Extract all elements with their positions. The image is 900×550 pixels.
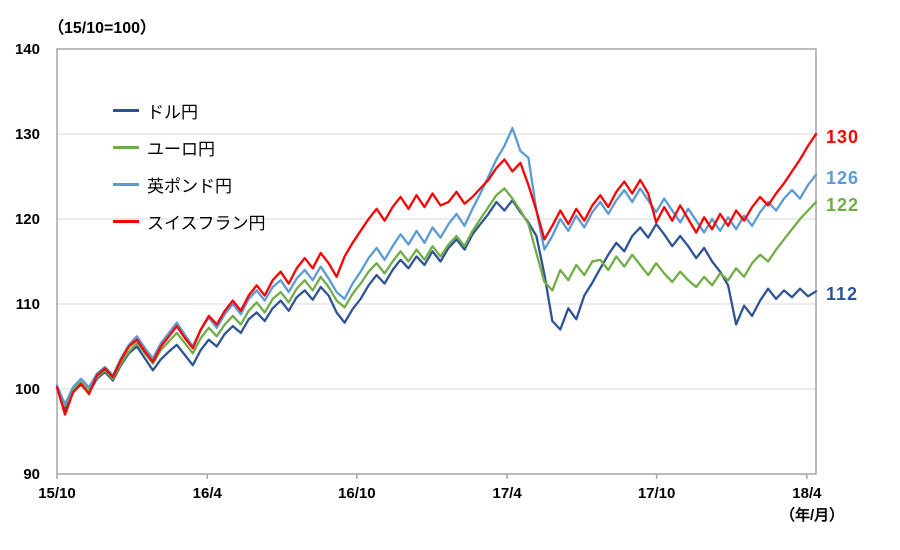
svg-text:140: 140: [15, 41, 40, 58]
svg-text:17/10: 17/10: [638, 485, 676, 502]
end-label-usdjpy: 112: [826, 284, 859, 305]
svg-text:16/10: 16/10: [338, 485, 376, 502]
legend-item-eurjpy: ユーロ円: [113, 129, 266, 166]
legend-item-gbpjpy: 英ポンド円: [113, 166, 266, 203]
axis-unit-note: （年/月）: [780, 507, 845, 524]
legend-item-usdjpy: ドル円: [113, 92, 266, 129]
svg-text:100: 100: [15, 381, 40, 398]
usdjpy-line-swatch: [113, 109, 139, 112]
legend-label-gbpjpy: 英ポンド円: [147, 177, 232, 196]
chfjpy-line-swatch: [113, 220, 139, 223]
legend-label-chfjpy: スイスフラン円: [147, 214, 266, 233]
svg-text:18/4: 18/4: [792, 485, 822, 502]
svg-text:16/4: 16/4: [193, 485, 223, 502]
legend-item-chfjpy: スイスフラン円: [113, 203, 266, 240]
end-label-eurjpy: 122: [826, 195, 860, 215]
svg-text:120: 120: [15, 211, 40, 228]
end-label-gbpjpy: 126: [826, 167, 860, 188]
svg-text:17/4: 17/4: [492, 485, 522, 502]
svg-text:15/10: 15/10: [38, 485, 76, 502]
svg-text:90: 90: [23, 466, 40, 483]
gbpjpy-line-swatch: [113, 183, 139, 186]
legend-label-usdjpy: ドル円: [147, 103, 198, 122]
svg-text:130: 130: [15, 126, 40, 143]
legend: ドル円 ユーロ円 英ポンド円 スイスフラン円: [113, 92, 266, 240]
eurjpy-line-swatch: [113, 146, 139, 149]
chart-base-note: （15/10=100）: [48, 20, 157, 37]
end-label-chfjpy: 130: [826, 127, 860, 147]
svg-text:110: 110: [16, 296, 40, 313]
legend-label-eurjpy: ユーロ円: [147, 140, 215, 159]
